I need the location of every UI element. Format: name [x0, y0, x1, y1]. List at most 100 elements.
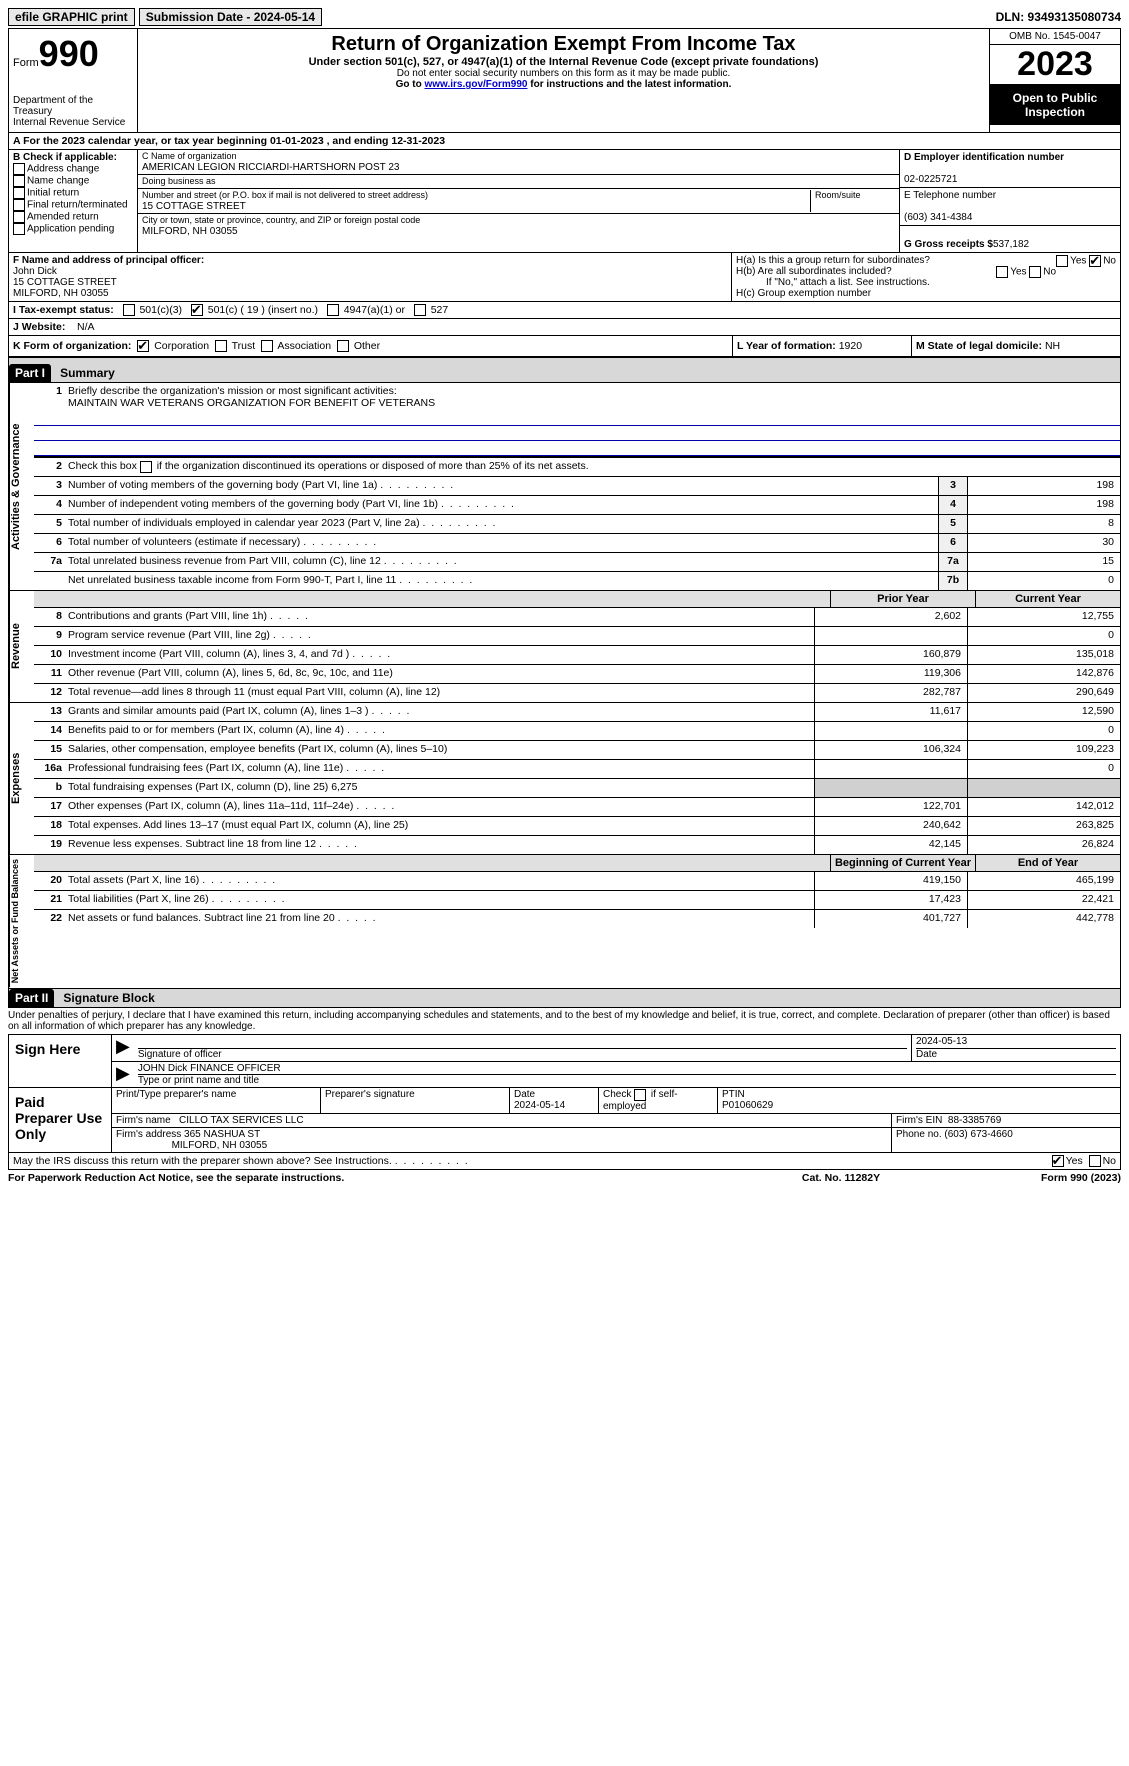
- website-value: N/A: [77, 321, 95, 333]
- line12-prior: 282,787: [814, 684, 967, 702]
- part1-hdr: Part I: [9, 364, 51, 382]
- firm-ein: 88-3385769: [948, 1115, 1001, 1126]
- line12-desc: Total revenue—add lines 8 through 11 (mu…: [64, 684, 814, 702]
- chk-corp[interactable]: [137, 340, 149, 352]
- hb-yes: Yes: [1010, 267, 1026, 278]
- chk-amended[interactable]: [13, 211, 25, 223]
- part1-bar: Part I Summary: [8, 357, 1121, 383]
- chk-ha-no[interactable]: [1089, 255, 1101, 267]
- chk-assoc[interactable]: [261, 340, 273, 352]
- chk-trust[interactable]: [215, 340, 227, 352]
- part2-title: Signature Block: [63, 991, 154, 1005]
- city-label: City or town, state or province, country…: [142, 215, 420, 225]
- firm-phone: (603) 673-4660: [944, 1129, 1012, 1140]
- officer-name-title: JOHN Dick FINANCE OFFICER: [138, 1063, 1116, 1075]
- summary-expenses: Expenses 13Grants and similar amounts pa…: [8, 703, 1121, 855]
- ha-label: H(a) Is this a group return for subordin…: [736, 255, 930, 266]
- line15-prior: 106,324: [814, 741, 967, 759]
- chk-discuss-no[interactable]: [1089, 1155, 1101, 1167]
- chk-self-employed[interactable]: [634, 1089, 646, 1101]
- line10-desc: Investment income (Part VIII, column (A)…: [64, 646, 814, 664]
- chk-ha-yes[interactable]: [1056, 255, 1068, 267]
- sign-here-label: Sign Here: [9, 1035, 112, 1087]
- goto-suffix: for instructions and the latest informat…: [527, 79, 731, 90]
- efile-button[interactable]: efile GRAPHIC print: [8, 8, 135, 26]
- chk-501c[interactable]: [191, 304, 203, 316]
- col-current: Current Year: [975, 591, 1120, 607]
- chk-discontinued[interactable]: [140, 461, 152, 473]
- chk-name-change[interactable]: [13, 175, 25, 187]
- line9-prior: [814, 627, 967, 645]
- dept-treasury: Department of the Treasury: [13, 95, 133, 117]
- prep-date: 2024-05-14: [514, 1100, 565, 1111]
- website-label: J Website:: [13, 321, 65, 333]
- domicile-label: M State of legal domicile:: [916, 340, 1045, 352]
- firm-addr-label: Firm's address: [116, 1129, 181, 1140]
- ha-no: No: [1103, 256, 1116, 267]
- line6-desc: Total number of volunteers (estimate if …: [64, 534, 938, 552]
- footer-cat: Cat. No. 11282Y: [741, 1172, 941, 1184]
- part2-hdr: Part II: [9, 989, 54, 1007]
- line15-desc: Salaries, other compensation, employee b…: [64, 741, 814, 759]
- line11-curr: 142,876: [967, 665, 1120, 683]
- chk-501c3[interactable]: [123, 304, 135, 316]
- opt-initial-return: Initial return: [27, 188, 79, 199]
- chk-hb-no[interactable]: [1029, 266, 1041, 278]
- opt-amended: Amended return: [27, 212, 99, 223]
- officer-street: 15 COTTAGE STREET: [13, 277, 117, 288]
- chk-initial-return[interactable]: [13, 187, 25, 199]
- year-formation: 1920: [839, 340, 862, 352]
- ptin-value: P01060629: [722, 1100, 773, 1111]
- chk-527[interactable]: [414, 304, 426, 316]
- row-fh: F Name and address of principal officer:…: [8, 253, 1121, 302]
- line9-desc: Program service revenue (Part VIII, line…: [64, 627, 814, 645]
- opt-4947: 4947(a)(1) or: [344, 304, 405, 316]
- firm-addr1: 365 NASHUA ST: [184, 1129, 260, 1140]
- hb-note: If "No," attach a list. See instructions…: [766, 277, 930, 288]
- officer-city: MILFORD, NH 03055: [13, 288, 109, 299]
- chk-discuss-yes[interactable]: [1052, 1155, 1064, 1167]
- line6-val: 30: [968, 534, 1120, 552]
- vlabel-revenue: Revenue: [9, 591, 34, 702]
- vlabel-governance: Activities & Governance: [9, 383, 34, 590]
- sig-officer-label: Signature of officer: [138, 1049, 222, 1060]
- box-c: C Name of organization AMERICAN LEGION R…: [138, 150, 899, 252]
- chk-hb-yes[interactable]: [996, 266, 1008, 278]
- signature-section: Sign Here ▶ Signature of officer 2024-05…: [8, 1034, 1121, 1170]
- opt-501c: 501(c) ( 19 ) (insert no.): [208, 304, 318, 316]
- chk-app-pending[interactable]: [13, 223, 25, 235]
- line16a-prior: [814, 760, 967, 778]
- row-klm: K Form of organization: Corporation Trus…: [8, 336, 1121, 357]
- chk-4947[interactable]: [327, 304, 339, 316]
- line19-desc: Revenue less expenses. Subtract line 18 …: [64, 836, 814, 854]
- irs-link[interactable]: www.irs.gov/Form990: [424, 79, 527, 90]
- part2-bar: Part II Signature Block: [8, 989, 1121, 1008]
- chk-address-change[interactable]: [13, 163, 25, 175]
- form-header: Form990 Department of the Treasury Inter…: [8, 28, 1121, 133]
- line7b-val: 0: [968, 572, 1120, 590]
- line20-end: 465,199: [967, 872, 1120, 890]
- officer-name: John Dick: [13, 266, 57, 277]
- opt-app-pending: Application pending: [27, 224, 114, 235]
- line18-curr: 263,825: [967, 817, 1120, 835]
- line15-curr: 109,223: [967, 741, 1120, 759]
- line3-val: 198: [968, 477, 1120, 495]
- arrow-icon: ▶: [112, 1035, 134, 1061]
- chk-other[interactable]: [337, 340, 349, 352]
- room-label: Room/suite: [815, 190, 861, 200]
- penalties-text: Under penalties of perjury, I declare th…: [8, 1008, 1121, 1034]
- line5-val: 8: [968, 515, 1120, 533]
- line7a-val: 15: [968, 553, 1120, 571]
- street-label: Number and street (or P.O. box if mail i…: [142, 190, 428, 200]
- line20-desc: Total assets (Part X, line 16): [64, 872, 814, 890]
- tel-label: E Telephone number: [904, 190, 996, 201]
- prep-sig-hdr: Preparer's signature: [325, 1089, 415, 1100]
- part1-title: Summary: [60, 366, 115, 380]
- hb-label: H(b) Are all subordinates included?: [736, 266, 892, 277]
- chk-final-return[interactable]: [13, 199, 25, 211]
- line14-desc: Benefits paid to or for members (Part IX…: [64, 722, 814, 740]
- arrow-icon-2: ▶: [112, 1062, 134, 1087]
- tel-value: (603) 341-4384: [904, 212, 972, 223]
- line4-desc: Number of independent voting members of …: [64, 496, 938, 514]
- ein-label: D Employer identification number: [904, 152, 1064, 163]
